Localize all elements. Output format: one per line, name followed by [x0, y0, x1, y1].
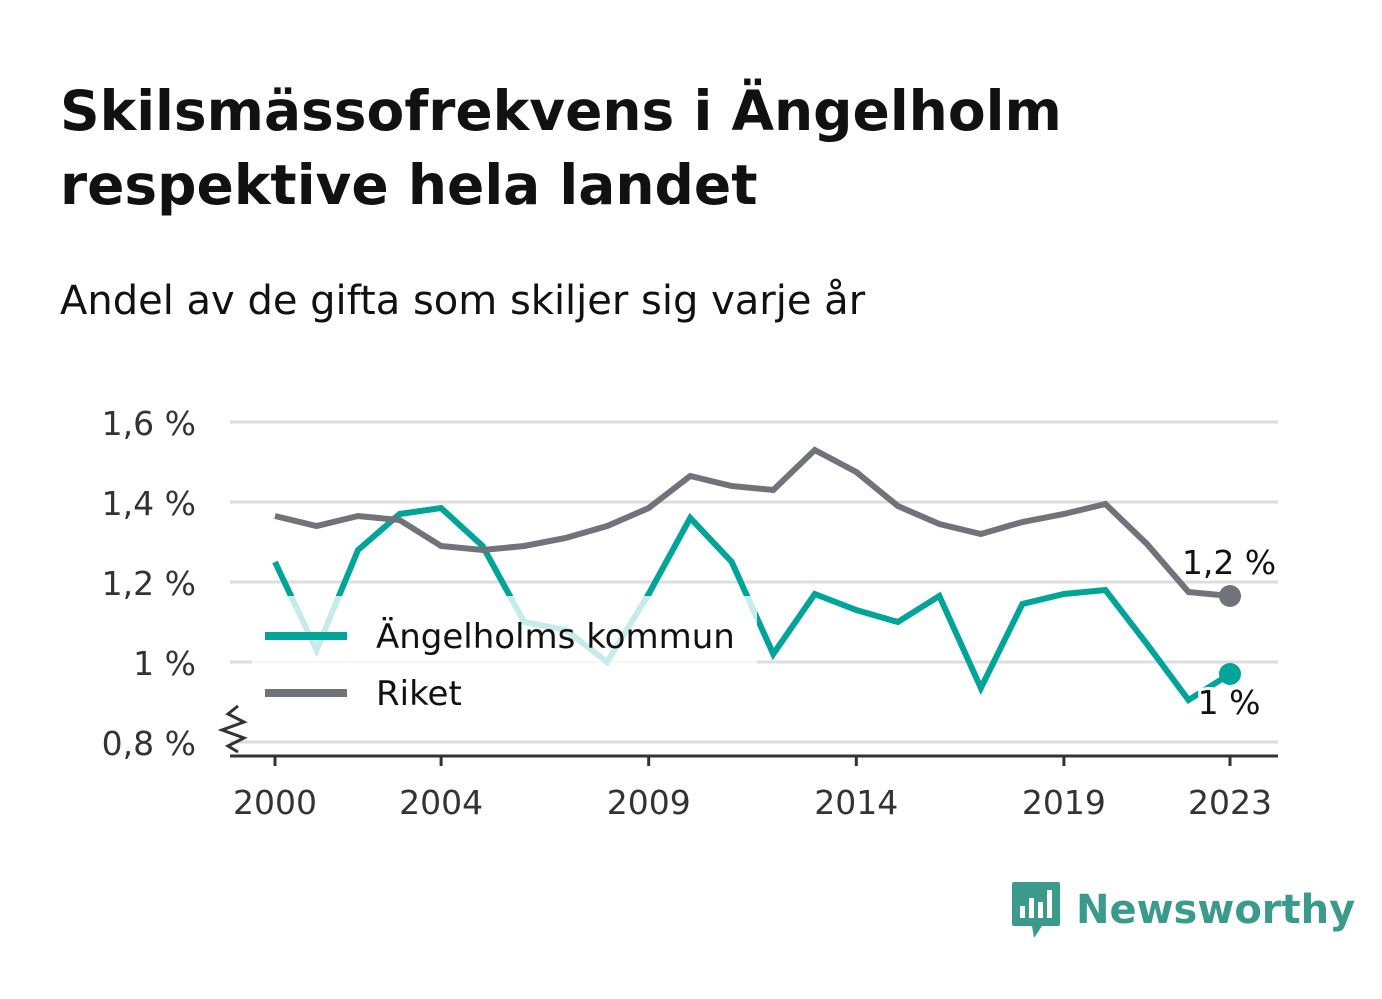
y-tick-label: 1,6 %	[102, 404, 196, 443]
x-tick-label: 2019	[1022, 783, 1106, 822]
y-tick-label: 0,8 %	[102, 724, 196, 763]
legend-label-1: Riket	[376, 674, 462, 714]
axes	[217, 704, 1278, 766]
series-line-1	[274, 446, 1231, 599]
chart-title: Skilsmässofrekvens i Ängelholm respektiv…	[60, 79, 1062, 217]
y-tick-label: 1,2 %	[102, 564, 196, 603]
legend-background	[252, 596, 757, 722]
end-labels: 1 % 1,2 %	[1179, 540, 1279, 725]
x-tick-label: 2004	[399, 783, 483, 822]
series-end-point-0	[1219, 663, 1241, 685]
newsworthy-logo: Newsworthy	[1010, 878, 1355, 942]
x-tick-label: 2009	[607, 783, 691, 822]
chart-subtitle: Andel av de gifta som skiljer sig varje …	[60, 278, 866, 324]
x-tick-label: 2023	[1188, 783, 1272, 822]
newsworthy-bar-chart-icon	[1012, 882, 1060, 938]
legend-label-0: Ängelholms kommun	[376, 617, 735, 657]
x-axis-tick-labels: 2000 2004 2009 2014 2019 2023	[233, 783, 1272, 822]
brand-name: Newsworthy	[1076, 887, 1356, 933]
y-tick-label: 1,4 %	[102, 484, 196, 523]
y-axis-tick-labels: 0,8 % 1 % 1,2 % 1,4 % 1,6 %	[102, 404, 196, 763]
end-label-0: 1 %	[1198, 683, 1261, 722]
legend: Ängelholms kommun Riket	[252, 596, 757, 722]
end-label-1: 1,2 %	[1182, 543, 1276, 582]
series-end-point-1	[1219, 585, 1241, 607]
axis-break-icon	[217, 704, 248, 754]
x-tick-label: 2014	[814, 783, 898, 822]
y-tick-label: 1 %	[133, 644, 196, 683]
x-tick-label: 2000	[233, 783, 317, 822]
